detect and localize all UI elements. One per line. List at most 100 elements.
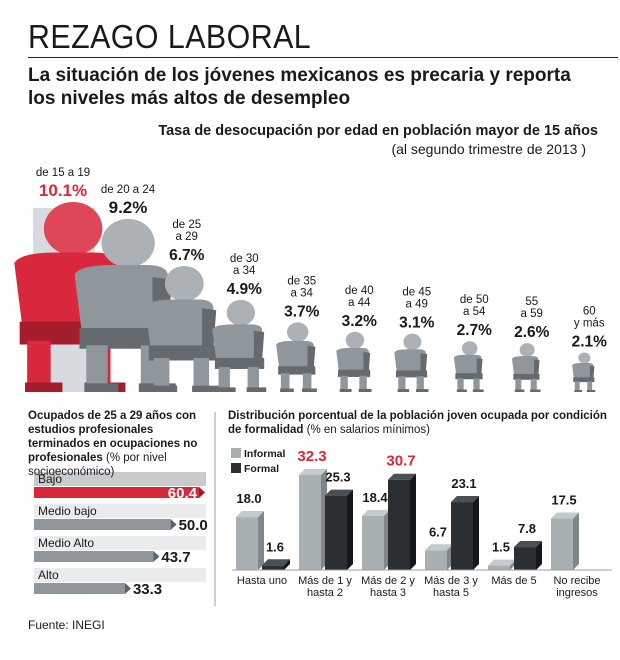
person-foot-back (217, 387, 236, 392)
unemployment-rate-label: 2.1% (572, 333, 608, 350)
person-arm (476, 358, 483, 374)
informal-column (236, 517, 258, 570)
source-note: Fuente: INEGI (28, 618, 105, 632)
socioeconomic-value-label: 43.7 (161, 549, 190, 566)
socioeconomic-chart-title: Ocupados de 25 a 29 años con estudios pr… (28, 409, 213, 479)
formal-column-top (262, 559, 290, 566)
person-lap (148, 345, 217, 361)
category-band (34, 504, 206, 518)
person-leg-back (86, 345, 108, 386)
person-leg-back (280, 373, 290, 390)
person-lap (214, 357, 265, 369)
person-torso (212, 324, 263, 363)
socioeconomic-bar-cap (170, 519, 177, 530)
person-foot-front (246, 387, 267, 392)
person-head (101, 218, 155, 268)
informal-value-label: 32.3 (297, 448, 326, 465)
person-figure (336, 331, 372, 392)
formality-chart-title-text: Distribución porcentual de la población … (228, 410, 607, 436)
legend-swatch (231, 463, 241, 473)
person-leg-front (473, 378, 480, 390)
person-arm (202, 308, 217, 350)
person-leg-back (153, 357, 170, 387)
formal-column (325, 495, 347, 570)
age-group-label: de 20 a 24 (101, 184, 156, 196)
category-band (34, 472, 206, 486)
person-figure (394, 333, 429, 392)
formal-column (514, 547, 536, 570)
person-lap (513, 373, 540, 380)
person-lap (278, 366, 316, 375)
unemployment-rate-label: 3.2% (342, 313, 378, 330)
person-foot-back (152, 385, 178, 392)
informal-column (425, 550, 447, 570)
socioeconomic-bar (34, 487, 199, 498)
socioeconomic-level-label: Medio Alto (38, 536, 94, 550)
legend-label: Informal (244, 448, 286, 460)
person-lap (338, 369, 371, 377)
person-leg-front (587, 381, 593, 391)
unemployment-rate-label: 10.1% (39, 181, 87, 200)
formal-column-side (410, 473, 416, 570)
socioeconomic-chart-subtitle: (% por nivel socioeconómico) (28, 452, 167, 478)
socioeconomic-bar-cap (153, 551, 160, 562)
person-figure (511, 343, 541, 392)
age-group-label: y más (574, 317, 605, 329)
formality-chart-subtitle: (% en salarios mínimos) (306, 424, 430, 436)
person-figure (276, 322, 317, 392)
informal-column (362, 515, 384, 570)
page-subtitle: La situación de los jóvenes mexicanos es… (28, 65, 571, 109)
person-leg-back (515, 378, 522, 391)
formal-column-top (514, 541, 542, 548)
formal-column-top (325, 489, 353, 496)
person-torso (145, 299, 214, 352)
person-head (345, 331, 365, 349)
person-figure (74, 218, 176, 392)
person-torso (511, 356, 539, 377)
person-figure (145, 265, 220, 392)
socioeconomic-bar (34, 583, 125, 594)
person-figure (212, 299, 267, 392)
unemployment-rate-label: 3.7% (284, 303, 320, 320)
socioeconomic-level-label: Medio bajo (38, 504, 97, 518)
unemployment-rate-label: 2.6% (514, 324, 550, 341)
formal-column-side (347, 489, 353, 570)
informal-column (299, 475, 321, 570)
person-foot-back (280, 388, 294, 392)
person-torso (276, 340, 314, 370)
socioeconomic-bar (34, 519, 171, 530)
person-head (461, 341, 478, 356)
informal-column-top (299, 469, 327, 475)
informal-value-label: 17.5 (551, 493, 576, 508)
person-lap (395, 370, 428, 378)
informal-column-side (258, 511, 264, 570)
person-arm (589, 365, 595, 378)
figures-group: de 15 a 19 10.1% de 20 a 24 9.2% de 25a 29 6.… (14, 167, 607, 392)
person-arm (534, 359, 540, 375)
informal-column-top (488, 559, 516, 566)
person-foot-front (302, 388, 317, 392)
page-title: REZAGO LABORAL (28, 18, 312, 55)
person-figure (453, 341, 484, 392)
formal-column-side (536, 541, 542, 570)
age-group-label: 55 (525, 296, 538, 308)
socioeconomic-bars-group: Bajo 60.4 Medio bajo 50.0 Medio Alto 43.7 Alto… (34, 412, 216, 606)
socioeconomic-bar-cap (199, 487, 205, 498)
formal-column (451, 502, 473, 570)
socioeconomic-value-label: 33.3 (133, 581, 162, 598)
age-group-label: a 49 (406, 299, 428, 311)
formal-value-label: 25.3 (325, 470, 350, 485)
person-foot-front (358, 388, 372, 392)
income-category-label: Más de 5 (491, 575, 536, 587)
person-foot-front (192, 385, 220, 392)
informal-column-side (573, 512, 579, 570)
person-head (226, 299, 256, 326)
person-leg-back (340, 375, 348, 390)
income-category-label: ingresos (556, 587, 598, 599)
informal-column-top (551, 512, 579, 519)
age-group-label: de 35 (287, 275, 316, 287)
age-group-label: de 40 (345, 285, 374, 297)
age-group-label: de 50 (460, 294, 489, 306)
age-group-label: a 54 (463, 306, 486, 318)
